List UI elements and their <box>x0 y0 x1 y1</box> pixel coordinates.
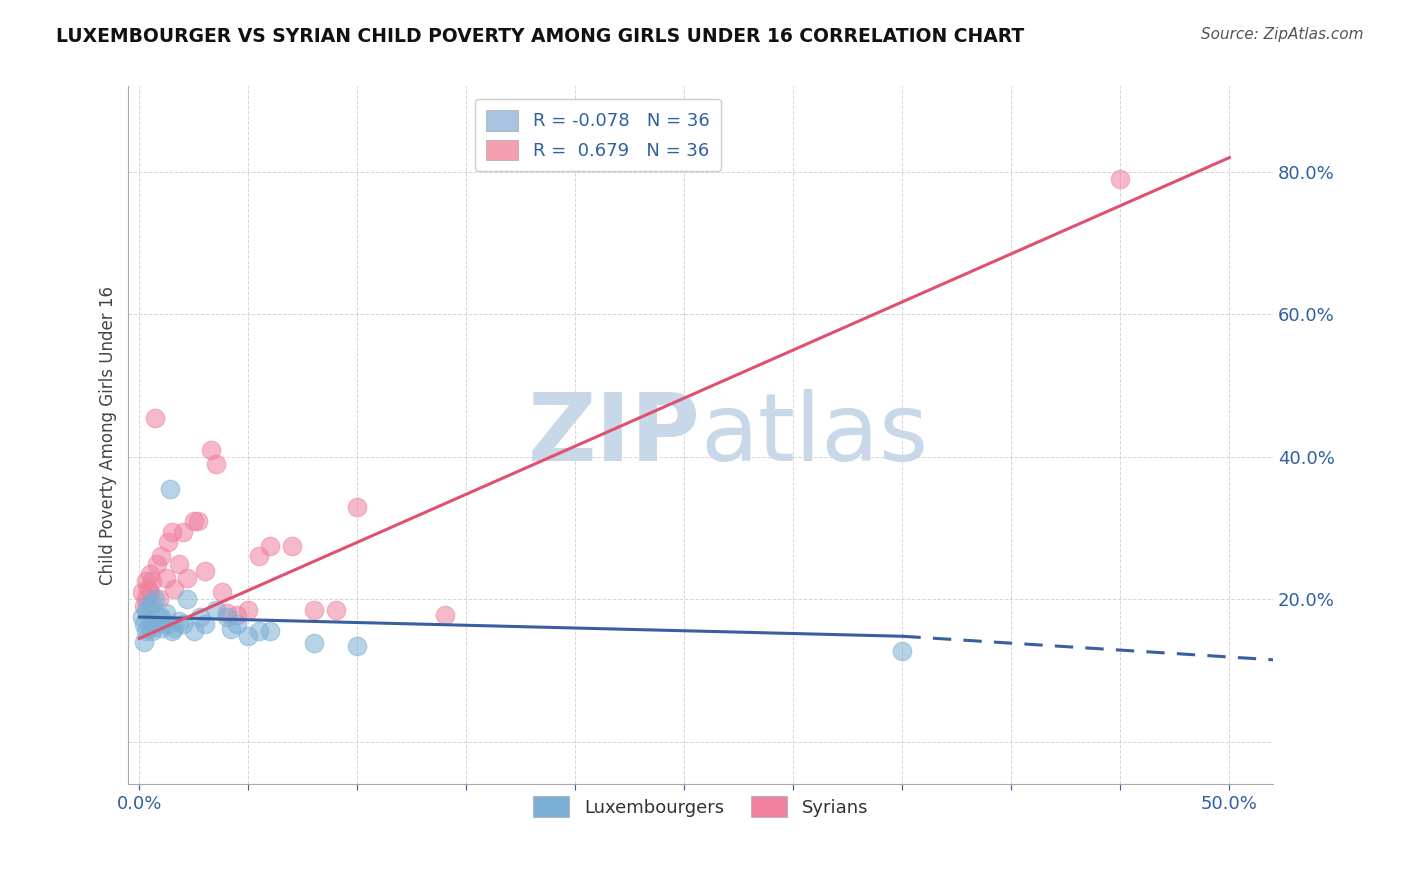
Point <box>150 610 173 624</box>
Point <box>194 564 217 578</box>
Point <box>226 617 249 632</box>
Point <box>132 599 155 614</box>
Point <box>156 535 179 549</box>
Point <box>281 539 304 553</box>
Point <box>146 557 169 571</box>
Point <box>167 557 190 571</box>
Point <box>176 571 198 585</box>
Point <box>238 603 260 617</box>
Point <box>160 624 183 639</box>
Point <box>155 571 177 585</box>
Point <box>139 621 162 635</box>
Point <box>891 643 914 657</box>
Point <box>302 603 325 617</box>
Point <box>302 636 325 650</box>
Text: ZIP: ZIP <box>527 390 700 482</box>
Point <box>172 524 194 539</box>
Point <box>167 614 190 628</box>
Point <box>143 410 166 425</box>
Point <box>148 610 170 624</box>
Point <box>163 621 186 635</box>
Point <box>156 617 179 632</box>
Point <box>194 617 217 632</box>
Point <box>141 574 163 589</box>
Point <box>226 607 249 622</box>
Point <box>211 585 233 599</box>
Point <box>183 514 205 528</box>
Point <box>135 624 157 639</box>
Legend: Luxembourgers, Syrians: Luxembourgers, Syrians <box>526 789 876 824</box>
Point <box>259 539 281 553</box>
Point <box>187 514 209 528</box>
Point <box>247 624 270 639</box>
Point <box>136 582 159 596</box>
Point <box>155 607 177 621</box>
Point <box>131 585 153 599</box>
Point <box>141 596 163 610</box>
Point <box>132 617 155 632</box>
Point <box>433 607 456 622</box>
Point <box>176 592 198 607</box>
Point <box>172 617 194 632</box>
Y-axis label: Child Poverty Among Girls Under 16: Child Poverty Among Girls Under 16 <box>100 286 117 585</box>
Point <box>150 549 173 564</box>
Point <box>139 567 162 582</box>
Point <box>139 585 162 599</box>
Point <box>247 549 270 564</box>
Point <box>141 624 163 639</box>
Point <box>160 524 183 539</box>
Point <box>215 610 238 624</box>
Point <box>259 624 281 639</box>
Point <box>146 617 169 632</box>
Point <box>131 610 153 624</box>
Point <box>219 622 242 636</box>
Point <box>150 621 173 635</box>
Text: LUXEMBOURGER VS SYRIAN CHILD POVERTY AMONG GIRLS UNDER 16 CORRELATION CHART: LUXEMBOURGER VS SYRIAN CHILD POVERTY AMO… <box>56 27 1025 45</box>
Point <box>159 482 181 496</box>
Point <box>135 592 157 607</box>
Point <box>200 442 222 457</box>
Point <box>183 624 205 639</box>
Point <box>135 574 157 589</box>
Text: atlas: atlas <box>700 390 929 482</box>
Point <box>346 500 368 514</box>
Point <box>143 592 166 607</box>
Point <box>148 592 170 607</box>
Point <box>325 603 347 617</box>
Point <box>1109 172 1132 186</box>
Point <box>215 607 238 621</box>
Point <box>136 599 159 614</box>
Point <box>139 614 162 628</box>
Point <box>204 603 226 617</box>
Point <box>190 610 212 624</box>
Point <box>238 629 260 643</box>
Text: Source: ZipAtlas.com: Source: ZipAtlas.com <box>1201 27 1364 42</box>
Point <box>346 639 368 653</box>
Point <box>135 603 157 617</box>
Point <box>163 582 186 596</box>
Point <box>204 457 226 471</box>
Point <box>132 635 155 649</box>
